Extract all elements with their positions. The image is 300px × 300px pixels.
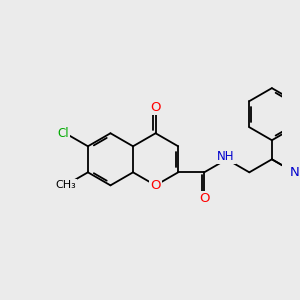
Text: O: O <box>199 192 209 205</box>
Text: O: O <box>150 179 161 192</box>
Text: O: O <box>150 101 161 114</box>
Text: CH₃: CH₃ <box>55 180 76 190</box>
Text: N: N <box>290 166 299 179</box>
Text: Cl: Cl <box>57 127 69 140</box>
Text: NH: NH <box>217 150 235 163</box>
